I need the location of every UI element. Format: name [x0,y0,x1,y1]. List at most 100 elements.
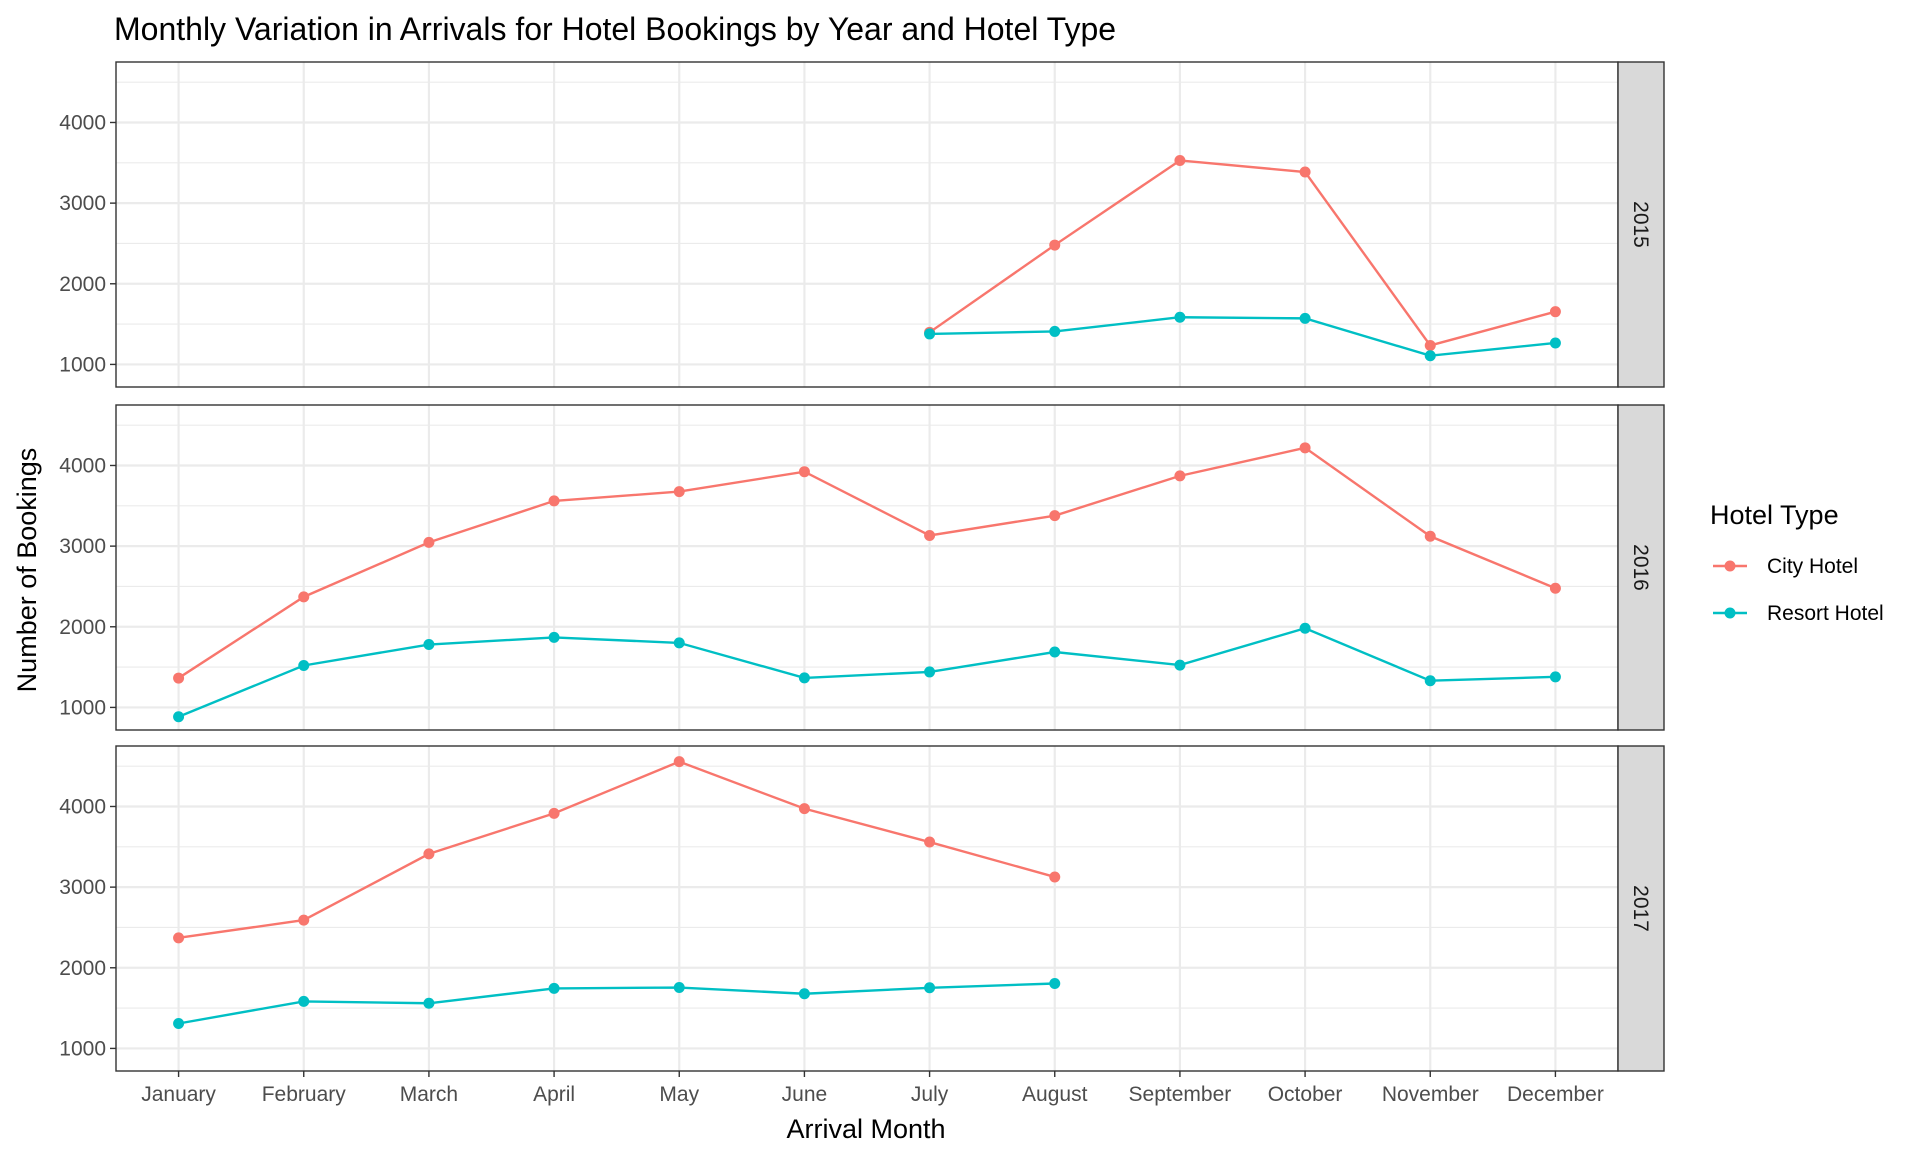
data-point [298,591,310,603]
legend-key-point [1724,607,1736,619]
x-tick-label-january: January [141,1083,216,1106]
data-point [1174,659,1186,671]
data-point [1299,442,1311,454]
y-tick-label: 1000 [59,696,106,719]
y-tick-label: 2000 [59,616,106,639]
data-point [298,995,310,1007]
series-line [178,626,1556,718]
x-tick-label-july: July [911,1083,949,1106]
x-tick-label-june: June [782,1083,828,1106]
data-point [173,711,185,723]
data-point [423,639,435,651]
legend-label-city-hotel: City Hotel [1767,555,1858,578]
data-point [1049,239,1061,251]
data-point [798,466,810,478]
x-tick-label-december: December [1507,1083,1604,1106]
x-axis: January February March April May June July Augu… [141,1071,1604,1106]
y-tick-label: 3000 [59,192,106,215]
y-tick-label: 1000 [59,1037,106,1060]
data-point [1424,675,1436,687]
series-city-hotel-2016 [173,442,1561,684]
data-point [1549,582,1561,594]
data-point [1299,312,1311,324]
data-point [1549,337,1561,349]
data-point [798,803,810,815]
data-point [673,637,685,649]
y-tick-label: 2000 [59,957,106,980]
legend-key-city-hotel: City Hotel [1713,555,1858,578]
data-point [924,328,936,340]
series-resort-hotel-2016 [173,622,1561,723]
data-point [1049,978,1061,989]
data-point [924,982,936,994]
x-tick-label-april: April [533,1083,575,1106]
facet-strip [1617,745,1665,1072]
data-point [1174,470,1186,482]
data-point [548,807,560,819]
x-tick-label-february: February [262,1083,347,1106]
panel-border [115,61,1619,388]
y-tick-label: 3000 [59,535,106,558]
data-point [1424,350,1436,362]
legend-key-resort-hotel: Resort Hotel [1713,602,1884,625]
y-tick-label: 2000 [59,273,106,296]
data-point [1424,530,1436,542]
data-point [673,486,685,498]
legend-key-point [1724,560,1736,572]
data-point [798,988,810,1000]
chart-title: Monthly Variation in Arrivals for Hotel … [114,11,1116,47]
data-point [423,536,435,548]
data-point [1549,306,1561,318]
y-tick-label: 4000 [59,795,106,818]
legend-title: Hotel Type [1710,500,1839,530]
y-tick-label: 3000 [59,876,106,899]
legend-label-resort-hotel: Resort Hotel [1767,602,1884,625]
x-tick-label-october: October [1268,1083,1343,1106]
series-line [928,159,1556,347]
y-axis-title: Number of Bookings [12,448,42,693]
data-point [1049,871,1061,883]
series-line [929,316,1556,357]
data-point [924,666,936,678]
data-point [1299,166,1311,178]
facet-strip [1617,61,1665,388]
data-point [1299,622,1311,634]
x-tick-label-november: November [1382,1083,1479,1106]
series-city-hotel-2015 [924,154,1561,351]
x-tick-label-march: March [400,1083,458,1106]
y-tick-label: 4000 [59,111,106,134]
facet-strip-label: 2015 [1629,201,1652,248]
panel-border [115,745,1619,1072]
data-point [673,982,685,994]
facet-panel-2016: 1000 2000 3000 4000 2016 [59,404,1665,731]
y-tick-label: 4000 [59,454,106,477]
series-resort-hotel-2015 [924,311,1561,362]
facet-strip-label: 2017 [1629,885,1652,932]
facet-panel-2015: 1000 2000 3000 4000 2015 [59,61,1665,388]
legend: Hotel Type City Hotel Resort Hotel [1710,500,1884,625]
facet-strip-label: 2016 [1629,544,1652,591]
data-point [173,672,185,684]
facet-panel-2017: 1000 2000 3000 4000 2017 [59,745,1665,1072]
data-point [673,756,685,768]
data-point [1049,646,1061,658]
data-point [1174,154,1186,166]
data-point [1049,325,1061,337]
data-point [173,1018,185,1029]
data-point [1424,339,1436,351]
data-point [1049,510,1061,522]
y-tick-label: 1000 [59,353,106,376]
data-point [548,495,560,507]
x-tick-label-august: August [1022,1083,1088,1106]
data-point [924,529,936,541]
series-resort-hotel-2017 [173,978,1061,1029]
data-point [1174,311,1186,323]
data-point [548,982,560,994]
x-tick-label-may: May [659,1083,699,1106]
series-line [178,760,1056,940]
panel-border [115,404,1619,731]
data-point [423,848,435,860]
data-point [298,914,310,926]
data-point [1549,671,1561,683]
